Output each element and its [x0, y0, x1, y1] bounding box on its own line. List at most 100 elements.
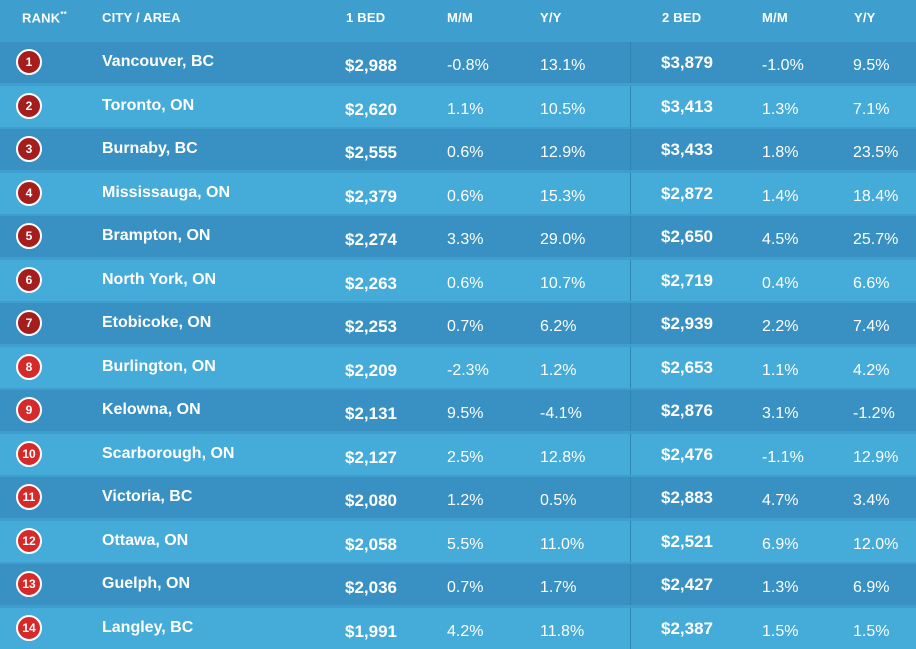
one-bed-yy: 1.2%	[540, 361, 577, 379]
two-bed-price: $2,476	[661, 444, 713, 464]
one-bed-yy: 12.9%	[540, 144, 586, 161]
column-divider	[630, 303, 631, 344]
header-2-bed: 2 BED	[662, 10, 702, 25]
two-bed-mm: 4.5%	[762, 231, 799, 248]
one-bed-yy: 11.0%	[540, 535, 585, 553]
table-header: RANK** CITY / AREA 1 BED M/M Y/Y 2 BED M…	[0, 0, 916, 36]
table-row: 14 Langley, BC $1,991 4.2% 11.8% $2,387 1.5% 1.…	[0, 607, 916, 649]
two-bed-price: $2,939	[661, 314, 713, 333]
city-name: Etobicoke, ON	[102, 314, 212, 331]
two-bed-mm: 1.1%	[762, 361, 799, 379]
two-bed-yy: 9.5%	[853, 57, 890, 74]
one-bed-yy: 6.2%	[540, 318, 577, 335]
one-bed-yy: 0.5%	[540, 492, 577, 509]
header-rank-label: RANK	[22, 10, 61, 26]
one-bed-yy: 10.7%	[540, 274, 586, 292]
two-bed-mm: 3.1%	[762, 405, 799, 422]
one-bed-price: $2,253	[345, 317, 397, 336]
rank-badge: 1	[16, 49, 42, 75]
rank-badge: 6	[16, 266, 42, 293]
one-bed-yy: 29.0%	[540, 231, 586, 248]
header-2-bed-yy: Y/Y	[854, 10, 876, 25]
one-bed-price: $2,127	[345, 447, 397, 467]
one-bed-mm: 9.5%	[447, 405, 484, 422]
two-bed-yy: 7.4%	[853, 318, 890, 335]
column-divider	[630, 85, 631, 127]
one-bed-mm: 1.2%	[447, 492, 484, 509]
one-bed-price: $2,379	[345, 186, 397, 206]
one-bed-mm: 1.1%	[447, 100, 484, 118]
one-bed-yy: 12.8%	[540, 448, 586, 466]
one-bed-price: $2,058	[345, 534, 397, 554]
two-bed-mm: 0.4%	[762, 274, 799, 292]
header-city: CITY / AREA	[102, 10, 181, 25]
header-1-bed-mm: M/M	[447, 10, 473, 25]
table-row: 3 Burnaby, BC $2,555 0.6% 12.9% $3,433 1.8% 23.…	[0, 129, 916, 170]
city-name: Brampton, ON	[102, 227, 211, 244]
city-name: Victoria, BC	[102, 488, 193, 505]
table-row: 9 Kelowna, ON $2,131 9.5% -4.1% $2,876 3.1% -1.…	[0, 390, 916, 431]
two-bed-mm: -1.1%	[762, 448, 804, 466]
table-row: 7 Etobicoke, ON $2,253 0.7% 6.2% $2,939 2.2% 7.…	[0, 303, 916, 344]
city-name: Guelph, ON	[102, 575, 190, 592]
two-bed-mm: 1.3%	[762, 579, 799, 596]
rank-badge: 3	[16, 136, 42, 162]
one-bed-mm: 0.7%	[447, 318, 484, 335]
one-bed-mm: 0.6%	[447, 144, 484, 161]
table-row: 12 Ottawa, ON $2,058 5.5% 11.0% $2,521 6.9% 12.…	[0, 520, 916, 562]
table-row: 1 Vancouver, BC $2,988 -0.8% 13.1% $3,879 -1.0…	[0, 42, 916, 83]
header-1-bed: 1 BED	[346, 10, 386, 25]
one-bed-yy: 11.8%	[540, 622, 585, 640]
one-bed-yy: 15.3%	[540, 187, 586, 205]
two-bed-mm: -1.0%	[762, 57, 804, 74]
two-bed-yy: 3.4%	[853, 492, 890, 509]
rank-badge: 4	[16, 179, 42, 206]
two-bed-yy: 12.0%	[853, 535, 899, 553]
table-row: 8 Burlington, ON $2,209 -2.3% 1.2% $2,653 1.1%…	[0, 346, 916, 388]
two-bed-yy: 6.6%	[853, 274, 890, 292]
rank-badge: 9	[16, 397, 42, 423]
city-name: Mississauga, ON	[102, 183, 231, 201]
column-divider	[630, 346, 631, 388]
two-bed-yy: 6.9%	[853, 579, 890, 596]
header-1-bed-yy: Y/Y	[540, 10, 562, 25]
rank-badge: 11	[16, 484, 42, 510]
rank-badge: 14	[16, 614, 42, 641]
city-name: Kelowna, ON	[102, 401, 201, 418]
one-bed-yy: -4.1%	[540, 405, 582, 422]
table-row: 6 North York, ON $2,263 0.6% 10.7% $2,719 0.4%…	[0, 259, 916, 301]
one-bed-mm: 4.2%	[447, 622, 484, 640]
two-bed-mm: 1.5%	[762, 622, 799, 640]
header-rank-footnote: **	[60, 10, 67, 19]
two-bed-price: $2,427	[661, 575, 713, 594]
two-bed-mm: 4.7%	[762, 492, 799, 509]
header-rank: RANK**	[22, 10, 67, 25]
city-name: Scarborough, ON	[102, 444, 235, 462]
table-row: 10 Scarborough, ON $2,127 2.5% 12.8% $2,476 -1…	[0, 433, 916, 475]
two-bed-price: $2,650	[661, 227, 713, 246]
rank-badge: 5	[16, 223, 42, 249]
two-bed-price: $2,521	[661, 531, 713, 551]
two-bed-yy: 23.5%	[853, 144, 899, 161]
two-bed-price: $2,883	[661, 488, 713, 507]
two-bed-mm: 2.2%	[762, 318, 799, 335]
one-bed-mm: 0.6%	[447, 187, 484, 205]
one-bed-yy: 10.5%	[540, 100, 586, 118]
one-bed-price: $2,131	[345, 404, 397, 423]
column-divider	[630, 520, 631, 562]
two-bed-price: $2,653	[661, 357, 713, 377]
one-bed-mm: 5.5%	[447, 535, 484, 553]
city-name: Burnaby, BC	[102, 140, 198, 157]
one-bed-yy: 1.7%	[540, 579, 577, 596]
one-bed-price: $2,555	[345, 143, 397, 162]
column-divider	[630, 172, 631, 214]
table-row: 4 Mississauga, ON $2,379 0.6% 15.3% $2,872 1.4…	[0, 172, 916, 214]
one-bed-mm: 3.3%	[447, 231, 484, 248]
header-2-bed-mm: M/M	[762, 10, 788, 25]
one-bed-mm: 0.6%	[447, 274, 484, 292]
column-divider	[630, 477, 631, 518]
two-bed-yy: 4.2%	[853, 361, 890, 379]
two-bed-yy: 7.1%	[853, 100, 890, 118]
rank-badge: 10	[16, 440, 42, 467]
